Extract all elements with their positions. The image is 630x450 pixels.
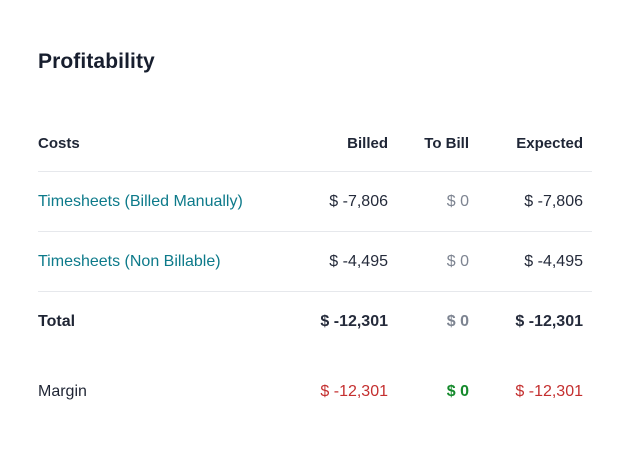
table-margin-row: Margin $ -12,301 $ 0 $ -12,301 xyxy=(38,362,592,422)
billed-value: $ -7,806 xyxy=(329,192,388,210)
to-bill-value: $ 0 xyxy=(446,252,469,270)
column-header-expected: Expected xyxy=(516,135,583,152)
column-header-to-bill: To Bill xyxy=(424,135,469,152)
expected-value: $ -7,806 xyxy=(524,192,583,210)
margin-label: Margin xyxy=(38,383,87,400)
margin-to-bill-value: $ 0 xyxy=(446,383,469,400)
page-title: Profitability xyxy=(38,50,155,73)
table-row-timesheets-billed-manually: Timesheets (Billed Manually) $ -7,806 $ … xyxy=(38,172,592,232)
column-header-billed: Billed xyxy=(347,135,388,152)
table-total-row: Total $ -12,301 $ 0 $ -12,301 xyxy=(38,292,592,352)
total-label: Total xyxy=(38,313,76,330)
row-label-link[interactable]: Timesheets (Non Billable) xyxy=(38,252,221,270)
row-label-link[interactable]: Timesheets (Billed Manually) xyxy=(38,192,243,210)
total-expected-value: $ -12,301 xyxy=(515,313,583,330)
total-to-bill-value: $ 0 xyxy=(446,313,469,330)
total-billed-value: $ -12,301 xyxy=(320,313,388,330)
billed-value: $ -4,495 xyxy=(329,252,388,270)
table-row-timesheets-non-billable: Timesheets (Non Billable) $ -4,495 $ 0 $… xyxy=(38,232,592,292)
table-header-row: Costs Billed To Bill Expected xyxy=(38,116,592,172)
expected-value: $ -4,495 xyxy=(524,252,583,270)
profitability-table: Costs Billed To Bill Expected Timesheets… xyxy=(38,116,592,422)
to-bill-value: $ 0 xyxy=(446,192,469,210)
profitability-panel: Profitability Costs Billed To Bill Expec… xyxy=(38,50,592,422)
margin-expected-value: $ -12,301 xyxy=(515,383,583,400)
margin-billed-value: $ -12,301 xyxy=(320,383,388,400)
column-header-costs: Costs xyxy=(38,135,80,152)
